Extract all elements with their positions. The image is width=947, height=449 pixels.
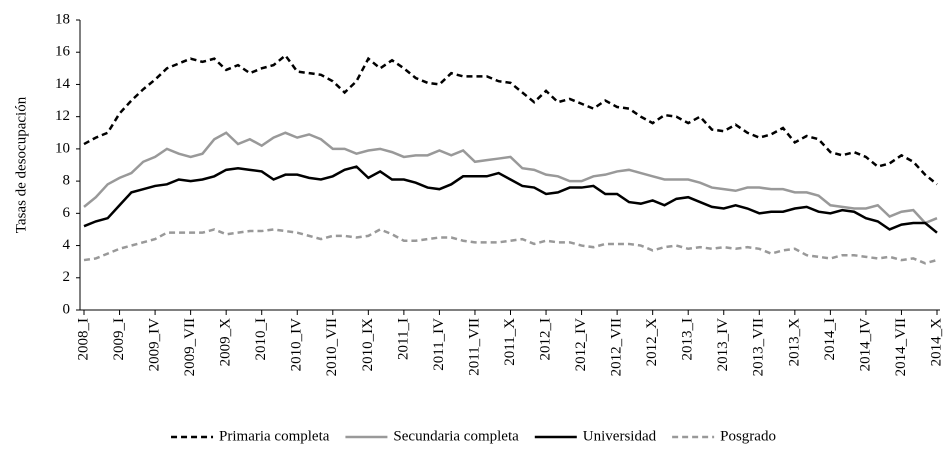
x-tick-label: 2009_IV <box>147 318 163 371</box>
x-tick-label: 2010_I <box>253 318 269 361</box>
x-tick-label: 2009_VII <box>182 318 198 376</box>
x-tick-label: 2013_I <box>680 318 696 361</box>
x-tick-label: 2014_VII <box>893 318 909 376</box>
y-tick-label: 6 <box>63 205 71 221</box>
y-axis-label: Tasas de desocupación <box>13 96 29 233</box>
y-tick-label: 14 <box>55 76 71 92</box>
x-tick-label: 2013_IV <box>715 318 731 371</box>
y-tick-label: 4 <box>63 237 71 253</box>
y-tick-label: 2 <box>63 269 71 285</box>
y-tick-label: 10 <box>55 140 70 156</box>
x-tick-label: 2012_X <box>644 318 660 367</box>
series-line <box>83 53 938 186</box>
y-tick-label: 0 <box>63 301 71 317</box>
x-tick-label: 2011_I <box>395 318 411 360</box>
x-tick-label: 2011_IV <box>431 318 447 371</box>
legend-label: Primaria completa <box>219 428 330 444</box>
legend-label: Posgrado <box>720 428 776 444</box>
y-tick-label: 8 <box>63 173 71 189</box>
x-tick-label: 2014_IV <box>857 318 873 371</box>
x-tick-label: 2013_X <box>786 318 802 367</box>
legend-label: Secundaria completa <box>393 428 519 444</box>
series-line <box>83 228 938 265</box>
y-tick-label: 18 <box>55 11 70 27</box>
x-tick-label: 2014_X <box>928 318 944 367</box>
x-tick-label: 2012_IV <box>573 318 589 371</box>
x-tick-label: 2010_IV <box>289 318 305 371</box>
x-tick-label: 2012_VII <box>609 318 625 376</box>
x-tick-label: 2012_I <box>537 318 553 361</box>
legend-label: Universidad <box>583 428 657 444</box>
series-line <box>83 165 938 234</box>
x-tick-label: 2010_VII <box>324 318 340 376</box>
y-tick-label: 12 <box>55 108 70 124</box>
x-tick-label: 2011_X <box>502 318 518 366</box>
x-tick-label: 2008_I <box>75 318 91 361</box>
series-line <box>83 131 938 225</box>
x-tick-label: 2009_I <box>111 318 127 361</box>
x-tick-label: 2009_X <box>218 318 234 367</box>
x-tick-label: 2011_VII <box>466 318 482 376</box>
x-tick-label: 2010_IX <box>360 318 376 371</box>
y-tick-label: 16 <box>55 44 71 60</box>
x-tick-label: 2013_VII <box>751 318 767 376</box>
x-tick-label: 2014_I <box>822 318 838 361</box>
